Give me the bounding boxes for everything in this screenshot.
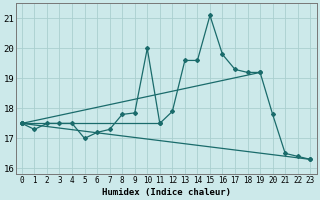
X-axis label: Humidex (Indice chaleur): Humidex (Indice chaleur) xyxy=(101,188,231,197)
